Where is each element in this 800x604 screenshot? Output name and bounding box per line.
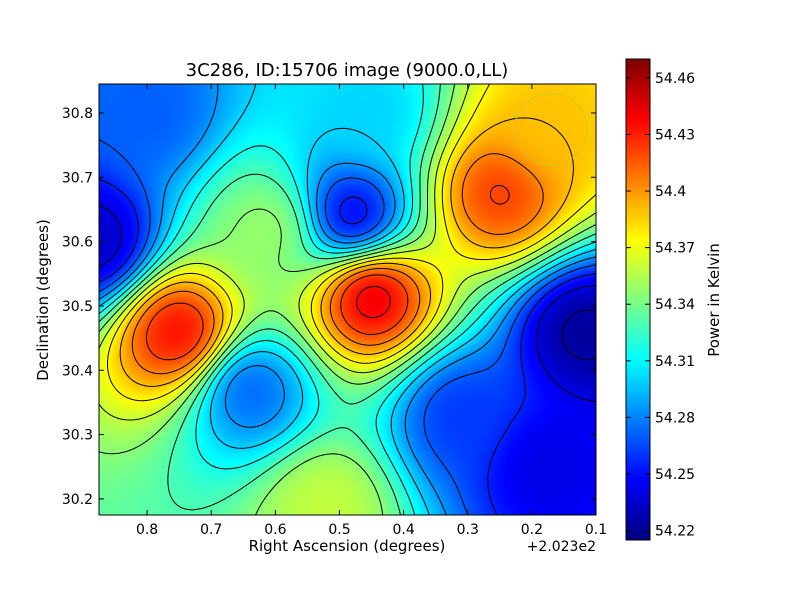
- y-tick-label: 30.8: [62, 106, 93, 122]
- beam-circle: [514, 92, 588, 166]
- y-tick-label: 30.4: [62, 363, 93, 379]
- colorbar-tick-label: 54.34: [655, 297, 695, 313]
- y-axis-label: Declination (degrees): [34, 219, 52, 381]
- contour-level-6: [99, 84, 596, 515]
- x-tick-label: 0.5: [328, 522, 350, 538]
- x-tick-label: 0.4: [392, 522, 414, 538]
- contour-level-12: [131, 153, 544, 375]
- contour-level-11: [119, 117, 574, 387]
- colorbar-tick-label: 54.37: [655, 241, 695, 257]
- colorbar: [626, 59, 650, 540]
- x-tick-label: 0.6: [264, 522, 286, 538]
- x-tick-label: 0.7: [200, 522, 222, 538]
- colorbar-tick-label: 54.43: [655, 127, 695, 143]
- chart-title: 3C286, ID:15706 image (9000.0,LL): [186, 60, 509, 81]
- contour-level-1: [99, 204, 596, 403]
- contour-level-14: [356, 286, 391, 319]
- x-axis: 0.8 0.7 0.6 0.5 0.4 0.3 0.2 0.1: [136, 84, 607, 538]
- colorbar-tick-label: 54.46: [655, 71, 695, 87]
- y-tick-label: 30.5: [62, 299, 93, 315]
- contour-lines: [99, 84, 596, 515]
- contour-level-4: [99, 84, 596, 515]
- y-tick-label: 30.7: [62, 170, 93, 186]
- contour-level-7: [99, 84, 596, 515]
- contour-level-8: [99, 84, 596, 515]
- y-tick-label: 30.3: [62, 428, 93, 444]
- contour-level-0: [561, 309, 596, 361]
- colorbar-tick-label: 54.28: [655, 410, 695, 426]
- y-tick-label: 30.6: [62, 235, 93, 251]
- contour-level-2: [99, 178, 596, 515]
- plot-frame: [98, 83, 597, 516]
- contour-level-13: [146, 184, 510, 361]
- heatmap-image: [99, 84, 596, 515]
- x-tick-label: 0.2: [521, 522, 543, 538]
- x-axis-label: Right Ascension (degrees): [249, 537, 446, 555]
- x-offset-label: +2.023e2: [527, 539, 596, 555]
- x-tick-label: 0.1: [585, 522, 607, 538]
- contour-level-5: [99, 84, 596, 515]
- x-tick-label: 0.3: [457, 522, 479, 538]
- y-axis: 30.8 30.7 30.6 30.5 30.4 30.3 30.2: [62, 106, 596, 508]
- colorbar-tick-label: 54.22: [655, 524, 695, 540]
- x-tick-label: 0.8: [136, 522, 158, 538]
- colorbar-label: Power in Kelvin: [705, 243, 723, 357]
- y-tick-label: 30.2: [62, 492, 93, 508]
- contour-level-9: [99, 84, 596, 421]
- colorbar-tick-label: 54.31: [655, 354, 695, 370]
- colorbar-axis: 54.22 54.25 54.28 54.31 54.34 54.37 54.4 54.43 5…: [626, 71, 695, 540]
- contour-level-10: [107, 84, 596, 402]
- colorbar-frame: [625, 58, 651, 541]
- colorbar-tick-label: 54.25: [655, 467, 695, 483]
- colorbar-tick-label: 54.4: [655, 184, 686, 200]
